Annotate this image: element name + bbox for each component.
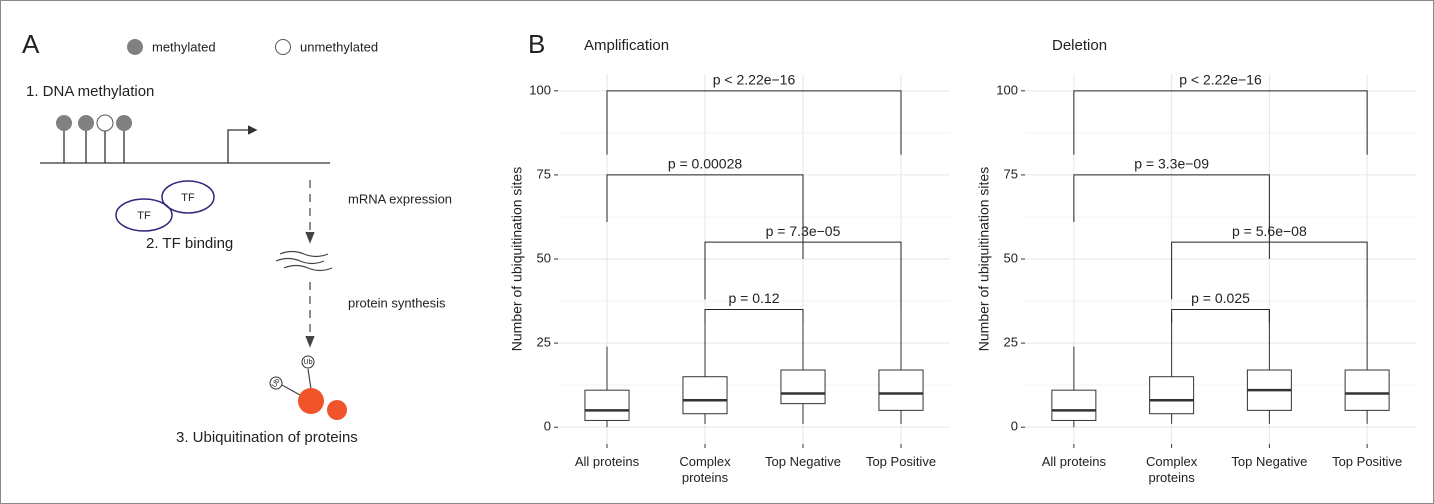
chart-title: Deletion <box>1052 37 1107 54</box>
legend-filled <box>127 39 143 55</box>
y-tick-label: 25 <box>537 335 551 350</box>
x-tick-label: Top Positive <box>865 454 937 469</box>
p-value: p = 0.025 <box>1191 290 1250 306</box>
y-tick-label: 100 <box>529 82 551 97</box>
y-tick-label: 50 <box>537 250 551 265</box>
box <box>780 369 826 405</box>
bracket <box>606 90 902 155</box>
p-value: p = 3.3e−09 <box>1134 156 1209 172</box>
legend-text: methylated <box>152 39 216 54</box>
legend-open <box>275 39 291 55</box>
chart-title: Amplification <box>584 37 669 54</box>
bracket <box>704 308 804 323</box>
tf-text: TF <box>181 192 195 204</box>
box <box>1344 369 1390 411</box>
box <box>1051 389 1097 421</box>
bracket <box>704 241 902 310</box>
x-tick-label: Top Negative <box>765 454 841 469</box>
tf-text: TF <box>137 210 151 222</box>
bracket <box>1171 308 1270 323</box>
methyl <box>56 115 72 131</box>
bracket <box>1073 90 1368 155</box>
methyl <box>78 115 94 131</box>
box <box>878 369 924 411</box>
arrows <box>275 180 333 396</box>
legend-text: unmethylated <box>300 39 378 54</box>
x-tick-label: Complex proteins <box>679 454 731 485</box>
panel-label: B <box>528 29 545 59</box>
y-tick-label: 0 <box>1011 419 1018 434</box>
ub-text: Ub <box>304 359 313 366</box>
bracket <box>1171 241 1368 310</box>
step: 2. TF binding <box>146 235 233 252</box>
x-tick-label: Complex proteins <box>1145 454 1198 485</box>
p-value: p = 0.00028 <box>668 156 743 172</box>
p-value: p < 2.22e−16 <box>1179 72 1262 88</box>
x-tick-label: All proteins <box>574 454 640 469</box>
p-value: p = 0.12 <box>729 290 780 306</box>
unmethyl <box>96 114 114 132</box>
dna <box>40 125 330 164</box>
bracket <box>606 174 804 259</box>
arrow-text: mRNA expression <box>348 191 452 206</box>
y-tick-label: 50 <box>1004 250 1018 265</box>
box <box>682 376 728 415</box>
protein <box>327 400 347 420</box>
p-value: p = 5.6e−08 <box>1232 223 1307 239</box>
arrow-text: protein synthesis <box>348 295 446 310</box>
tf <box>115 198 173 232</box>
ub-text: Ub <box>271 377 282 388</box>
box <box>584 389 630 421</box>
y-tick-label: 100 <box>996 82 1018 97</box>
x-tick-label: All proteins <box>1041 454 1107 469</box>
y-tick-label: 25 <box>1004 335 1018 350</box>
x-tick-label: Top Positive <box>1332 454 1403 469</box>
y-tick-label: 75 <box>537 166 551 181</box>
bracket <box>1073 174 1270 259</box>
y-tick-label: 75 <box>1004 166 1018 181</box>
y-tick-label: 0 <box>544 419 551 434</box>
methyl <box>116 115 132 131</box>
step: 3. Ubiquitination of proteins <box>176 429 358 446</box>
ub <box>301 355 315 369</box>
panel-label: A <box>22 29 40 59</box>
protein <box>298 388 324 414</box>
p-value: p = 7.3e−05 <box>766 223 841 239</box>
tf <box>161 180 215 214</box>
p-value: p < 2.22e−16 <box>713 72 796 88</box>
ub <box>269 376 283 390</box>
step: 1. DNA methylation <box>26 83 154 100</box>
y-axis-label: Number of ubiquitination sites <box>509 167 525 351</box>
y-axis-label: Number of ubiquitination sites <box>976 167 992 351</box>
box <box>1149 376 1195 415</box>
x-tick-label: Top Negative <box>1231 454 1308 469</box>
